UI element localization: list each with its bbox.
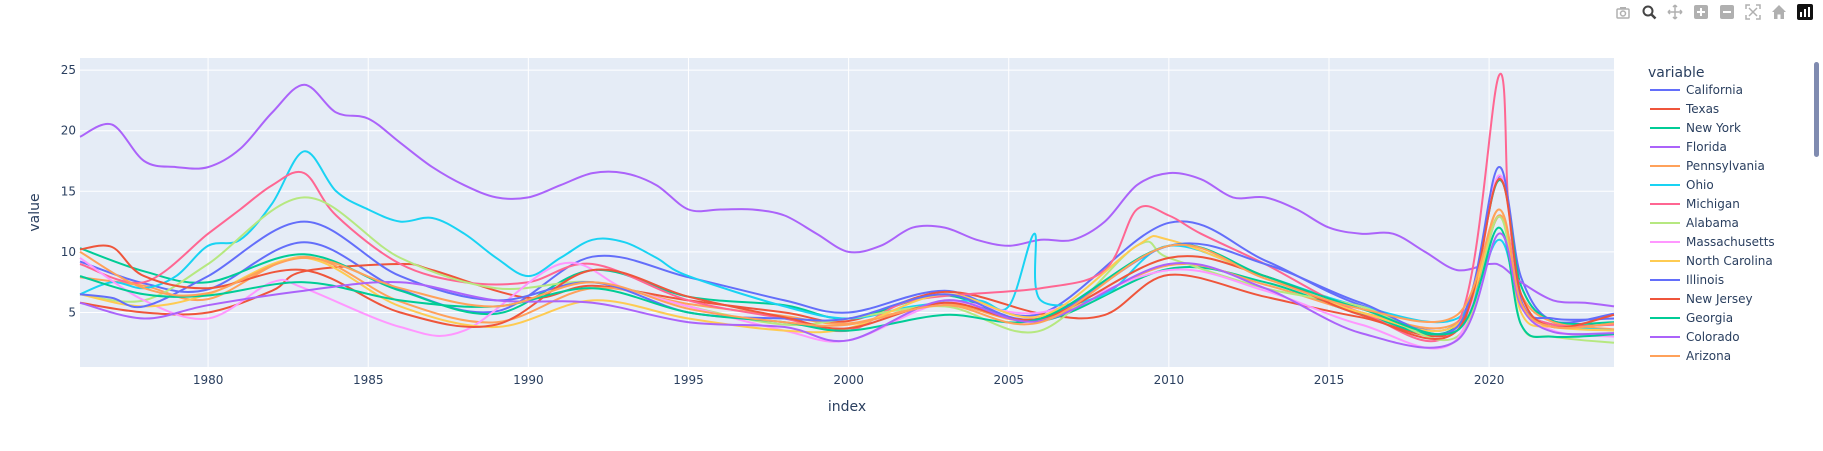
- legend-item-florida[interactable]: Florida: [1650, 140, 1727, 154]
- zoom-icon: [1642, 5, 1657, 20]
- series-layer: [79, 72, 1615, 350]
- x-tick-label: 1980: [193, 373, 224, 387]
- legend-label: Massachusetts: [1686, 235, 1775, 249]
- autoscale-icon: [1745, 4, 1761, 20]
- y-tick-label: 5: [68, 305, 76, 319]
- legend-item-pennsylvania[interactable]: Pennsylvania: [1650, 159, 1765, 173]
- legend-label: Illinois: [1686, 273, 1724, 287]
- zoom-in-button[interactable]: [1691, 2, 1711, 22]
- y-tick-label: 25: [61, 63, 76, 77]
- legend-label: Alabama: [1686, 216, 1739, 230]
- legend-item-new-york[interactable]: New York: [1650, 121, 1741, 135]
- plotly-logo-button[interactable]: [1795, 2, 1815, 22]
- x-tick-label: 2020: [1474, 373, 1505, 387]
- legend-label: Georgia: [1686, 311, 1733, 325]
- legend-label: Texas: [1685, 102, 1719, 116]
- legend-label: Colorado: [1686, 330, 1740, 344]
- autoscale-button[interactable]: [1743, 2, 1763, 22]
- legend-item-michigan[interactable]: Michigan: [1650, 197, 1740, 211]
- x-tick-label: 1990: [513, 373, 544, 387]
- y-tick-labels: 5 10 15 20 25: [61, 63, 76, 319]
- x-tick-label: 1995: [673, 373, 704, 387]
- legend-label: New Jersey: [1686, 292, 1753, 306]
- legend-item-alabama[interactable]: Alabama: [1650, 216, 1739, 230]
- legend-label: Florida: [1686, 140, 1727, 154]
- x-tick-labels: 1980 1985 1990 1995 2000 2005 2010 2015 2020: [193, 373, 1505, 387]
- legend-label: Pennsylvania: [1686, 159, 1765, 173]
- legend: California Texas New York Florida Pennsylvan…: [1650, 83, 1775, 363]
- legend-item-texas[interactable]: Texas: [1650, 102, 1719, 116]
- series-line-michigan[interactable]: [79, 72, 1615, 343]
- legend-item-arizona[interactable]: Arizona: [1650, 349, 1731, 363]
- series-line-arizona[interactable]: [79, 208, 1615, 329]
- pan-icon: [1667, 4, 1683, 20]
- camera-button[interactable]: [1613, 2, 1633, 22]
- x-tick-label: 2010: [1154, 373, 1185, 387]
- zoom-out-button[interactable]: [1717, 2, 1737, 22]
- legend-item-massachusetts[interactable]: Massachusetts: [1650, 235, 1775, 249]
- series-line-georgia[interactable]: [79, 226, 1615, 339]
- pan-button[interactable]: [1665, 2, 1685, 22]
- home-icon: [1772, 5, 1786, 19]
- y-tick-label: 15: [61, 184, 76, 198]
- series-line-new-jersey[interactable]: [79, 178, 1615, 341]
- series-line-colorado[interactable]: [79, 232, 1615, 349]
- legend-title: variable: [1648, 65, 1704, 81]
- modebar: [1613, 2, 1815, 22]
- legend-label: Ohio: [1686, 178, 1714, 192]
- x-tick-label: 2005: [993, 373, 1024, 387]
- x-tick-label: 2015: [1314, 373, 1345, 387]
- legend-item-north-carolina[interactable]: North Carolina: [1650, 254, 1773, 268]
- x-tick-label: 1985: [353, 373, 384, 387]
- series-line-illinois[interactable]: [79, 166, 1615, 336]
- y-axis-title: value: [27, 193, 43, 231]
- home-button[interactable]: [1769, 2, 1789, 22]
- zoom-button[interactable]: [1639, 2, 1659, 22]
- legend-label: North Carolina: [1686, 254, 1773, 268]
- legend-label: Michigan: [1686, 197, 1740, 211]
- legend-label: New York: [1686, 121, 1741, 135]
- y-tick-label: 20: [61, 124, 76, 138]
- legend-label: Arizona: [1686, 349, 1731, 363]
- legend-item-colorado[interactable]: Colorado: [1650, 330, 1740, 344]
- legend-item-california[interactable]: California: [1650, 83, 1743, 97]
- legend-item-new-jersey[interactable]: New Jersey: [1650, 292, 1753, 306]
- plotly-logo-icon: [1797, 4, 1813, 20]
- plot-background[interactable]: [80, 58, 1614, 367]
- legend-item-ohio[interactable]: Ohio: [1650, 178, 1714, 192]
- series-line-florida[interactable]: [79, 83, 1615, 308]
- x-tick-label: 2000: [833, 373, 864, 387]
- legend-scrollbar[interactable]: [1814, 62, 1819, 157]
- x-axis-title: index: [828, 399, 866, 415]
- camera-icon: [1616, 7, 1630, 19]
- y-tick-label: 10: [61, 245, 76, 259]
- zoom-out-icon: [1720, 5, 1734, 19]
- legend-item-illinois[interactable]: Illinois: [1650, 273, 1724, 287]
- legend-item-georgia[interactable]: Georgia: [1650, 311, 1733, 325]
- legend-label: California: [1686, 83, 1743, 97]
- zoom-in-icon: [1694, 5, 1708, 19]
